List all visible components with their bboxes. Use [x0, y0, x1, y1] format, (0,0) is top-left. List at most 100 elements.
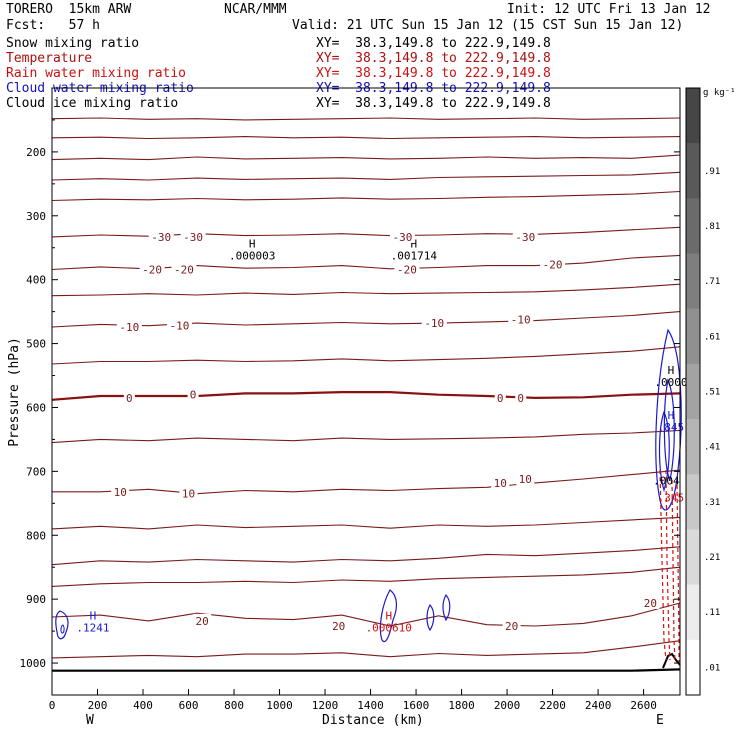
isotherm-layer [51, 117, 681, 659]
colorbar-frame [685, 87, 701, 696]
x-tick-label: 400 [133, 699, 153, 712]
extremum-value: .001714 [391, 250, 438, 263]
cloud-water-contour-mid-b [426, 603, 435, 632]
isotherm-line [51, 602, 681, 627]
colorbar-segment [686, 143, 700, 199]
colorbar-segment [686, 88, 700, 144]
isotherm-label: 20 [644, 597, 657, 610]
rain-contour-4 [676, 484, 680, 662]
isotherm-line [51, 117, 681, 121]
field-xy-temperature: XY= 38.3,149.8 to 222.9,149.8 [316, 51, 551, 66]
isotherm-label: -10 [169, 320, 189, 333]
extremum-value: .000610 [366, 622, 412, 635]
terrain-peak [662, 652, 681, 669]
field-xy-cloud-ice: XY= 38.3,149.8 to 222.9,149.8 [316, 96, 551, 111]
terrain-line [52, 668, 681, 672]
colorbar: .91 .81 .71 .61 .51 .41 .31 .21 .11 .01 [685, 87, 720, 696]
colorbar-label: .91 [704, 167, 720, 177]
isotherm-line [51, 516, 681, 530]
rain-contour-2 [665, 469, 671, 661]
field-xy-snow: XY= 38.3,149.8 to 222.9,149.8 [316, 36, 551, 51]
rain-contour-3 [671, 479, 676, 663]
isotherm-label-bg [111, 484, 130, 498]
x-tick-label: 1600 [403, 699, 430, 712]
plot-frame [51, 87, 681, 696]
extremum-value: .004 [653, 475, 680, 488]
isotherm-line [51, 429, 681, 444]
isotherm-label-bg [171, 262, 197, 276]
isotherm-label-bg [502, 618, 521, 632]
isotherm-line [51, 391, 681, 401]
x-end-label-east: E [656, 713, 664, 728]
isotherm-label-bg [512, 229, 538, 243]
isotherm-label: 0 [126, 392, 133, 405]
isotherm-label-bg [187, 387, 199, 401]
cloud-layer [55, 328, 682, 643]
isotherm-label: -20 [543, 258, 563, 271]
isotherm-label: 10 [114, 486, 127, 499]
x-end-label-west: W [86, 713, 94, 728]
colorbar-segment [686, 474, 700, 530]
isotherm-label-bg [179, 486, 198, 500]
y-axis-title: Pressure (hPa) [7, 337, 22, 447]
colorbar-label: .11 [704, 608, 720, 618]
isotherm-line [51, 546, 681, 566]
colorbar-label: .81 [704, 222, 720, 232]
extremum-value: .1241 [76, 622, 109, 635]
x-tick-label: 200 [88, 699, 108, 712]
field-name-temperature: Temperature [6, 51, 93, 66]
isotherm-label-bg [641, 595, 660, 609]
isotherm-line [51, 171, 681, 181]
colorbar-segment [686, 529, 700, 586]
isotherm-line [51, 311, 681, 328]
extremum-mark: H [385, 610, 392, 623]
isotherm-line [51, 640, 681, 659]
y-tick-label: 200 [26, 146, 46, 159]
y-tick-label: 600 [26, 401, 46, 414]
y-tick-label: 500 [26, 338, 46, 351]
y-tick-label: 700 [26, 465, 46, 478]
x-tick-label: 800 [224, 699, 244, 712]
extremum-mark: H [668, 364, 675, 377]
cloud-water-contour-east-3 [658, 410, 670, 493]
isotherm-label-bg [116, 319, 142, 333]
isotherm-label: 10 [519, 473, 532, 486]
isotherm-label: -30 [183, 231, 203, 244]
isotherm-label-bg [123, 390, 135, 404]
extremum-mark: H [90, 610, 97, 623]
y-tick-label: 800 [26, 529, 46, 542]
isotherm-label-bg [508, 312, 534, 326]
colorbar-unit: g kg⁻¹ [703, 88, 736, 98]
isotherm-label: 0 [190, 389, 197, 402]
isotherm-label-bg [540, 257, 566, 271]
isotherm-line [51, 346, 681, 365]
colorbar-label: .51 [704, 388, 720, 398]
colorbar-label: .61 [704, 332, 720, 342]
isotherm-label: 10 [494, 477, 507, 490]
isotherm-label: -30 [392, 231, 412, 244]
isotherm-line [51, 283, 681, 297]
field-xy-rain: XY= 38.3,149.8 to 222.9,149.8 [316, 66, 551, 81]
isotherm-label: -10 [119, 321, 139, 334]
rain-contour-1 [659, 469, 667, 661]
x-axis-title: Distance (km) [322, 713, 424, 728]
isotherm-label: 20 [332, 620, 345, 633]
colorbar-segment [686, 198, 700, 255]
colorbar-label: .41 [704, 443, 720, 453]
isotherm-label-bg [421, 316, 447, 330]
isotherm-line [51, 226, 681, 238]
isotherm-label-bg [193, 613, 212, 627]
isotherm-line [51, 190, 681, 202]
isotherm-line [51, 136, 681, 140]
y-tick-label: 300 [26, 210, 46, 223]
isotherm-labels-layer: -30 -30 -30 -30-20 -20 -20 -20-10 -10 -10 -100 0 0 0… [111, 229, 660, 633]
isotherm-label: -20 [174, 263, 194, 276]
field-name-cloud-ice: Cloud ice mixing ratio [6, 96, 179, 111]
colorbar-segment [686, 584, 700, 641]
extremum-mark: H [249, 238, 256, 251]
isotherm-label-bg [389, 229, 415, 243]
isotherm-label: 20 [196, 615, 209, 628]
isotherm-label: -30 [515, 231, 535, 244]
isotherm-label: -20 [397, 263, 417, 276]
colorbar-label: .31 [704, 498, 720, 508]
